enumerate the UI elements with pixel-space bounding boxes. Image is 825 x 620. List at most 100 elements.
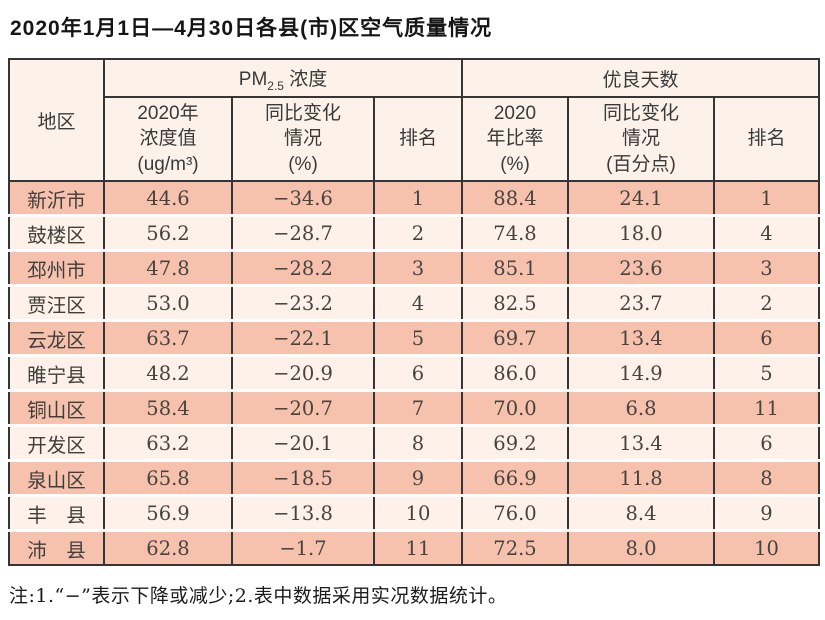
col-header-good-ratio: 2020 年比率 (%) (461, 96, 569, 182)
pm-change-cell: −1.7 (231, 529, 375, 565)
good-change-cell: 18.0 (567, 214, 715, 251)
air-quality-table: 地区 PM2.5 浓度 优良天数 2020年 浓度值 (ug/m³) 同比变化 … (8, 58, 821, 566)
pm-rank-cell: 4 (373, 284, 463, 321)
good-rank-cell: 3 (712, 249, 821, 286)
region-cell: 睢宁县 (8, 354, 105, 391)
good-rank-cell: 11 (712, 389, 821, 426)
good-rank-cell: 1 (712, 181, 821, 216)
pm-change-cell: −18.5 (231, 459, 375, 496)
pm-change-cell: −22.1 (231, 319, 375, 356)
pm-value-cell: 63.7 (103, 319, 233, 356)
good-ratio-cell: 76.0 (461, 494, 569, 531)
table-row: 铜山区 58.4 −20.7 7 70.0 6.8 11 (8, 389, 821, 426)
table-row: 丰 县 56.9 −13.8 10 76.0 8.4 9 (8, 494, 821, 531)
footnote: 注:1.“−”表示下降或减少;2.表中数据采用实况数据统计。 (9, 585, 508, 607)
good-change-cell: 8.4 (567, 494, 715, 531)
good-change-cell: 24.1 (567, 181, 715, 216)
pm-value-cell: 58.4 (103, 389, 233, 426)
col-header-good-change: 同比变化 情况 (百分点) (567, 96, 715, 182)
pm-change-cell: −23.2 (231, 284, 375, 321)
region-cell: 邳州市 (8, 249, 105, 286)
good-rank-cell: 6 (712, 319, 821, 356)
corner-header-region: 地区 (8, 58, 105, 182)
pm25-label-suffix: 浓度 (283, 68, 328, 90)
table-row: 睢宁县 48.2 −20.9 6 86.0 14.9 5 (8, 354, 821, 391)
good-rank-cell: 2 (712, 284, 821, 321)
region-cell: 新沂市 (8, 181, 105, 216)
pm-value-cell: 53.0 (103, 284, 233, 321)
pm-change-cell: −13.8 (231, 494, 375, 531)
pm-rank-cell: 9 (373, 459, 463, 496)
pm-rank-cell: 10 (373, 494, 463, 531)
table-body: 新沂市 44.6 −34.6 1 88.4 24.1 1 鼓楼区 56.2 −28.7 2 74.8 1… (8, 181, 821, 565)
good-ratio-cell: 88.4 (461, 181, 569, 216)
pm-rank-cell: 7 (373, 389, 463, 426)
good-ratio-cell: 86.0 (461, 354, 569, 391)
pm-value-cell: 62.8 (103, 529, 233, 565)
good-change-cell: 23.7 (567, 284, 715, 321)
pm-change-cell: −20.7 (231, 389, 375, 426)
good-ratio-cell: 72.5 (461, 529, 569, 565)
good-ratio-cell: 69.2 (461, 424, 569, 461)
table-row: 开发区 63.2 −20.1 8 69.2 13.4 6 (8, 424, 821, 461)
col-header-pm-value: 2020年 浓度值 (ug/m³) (103, 96, 233, 182)
pm-rank-cell: 8 (373, 424, 463, 461)
table-row: 沛 县 62.8 −1.7 11 72.5 8.0 10 (8, 529, 821, 565)
pm-change-cell: −20.1 (231, 424, 375, 461)
pm-rank-cell: 3 (373, 249, 463, 286)
table-row: 云龙区 63.7 −22.1 5 69.7 13.4 6 (8, 319, 821, 356)
sub-header-row: 2020年 浓度值 (ug/m³) 同比变化 情况 (%) 排名 2020 年比… (9, 96, 821, 182)
region-cell: 开发区 (8, 424, 105, 461)
good-ratio-cell: 69.7 (461, 319, 569, 356)
region-cell: 贾汪区 (8, 284, 105, 321)
pm-rank-cell: 6 (373, 354, 463, 391)
good-change-cell: 13.4 (567, 319, 715, 356)
table-row: 贾汪区 53.0 −23.2 4 82.5 23.7 2 (8, 284, 821, 321)
good-rank-cell: 10 (712, 529, 821, 565)
good-ratio-cell: 66.9 (461, 459, 569, 496)
good-days-group-header: 优良天数 (460, 58, 821, 98)
pm-value-cell: 47.8 (103, 249, 233, 286)
region-cell: 丰 县 (8, 494, 105, 531)
table-row: 邳州市 47.8 −28.2 3 85.1 23.6 3 (8, 249, 821, 286)
region-cell: 铜山区 (8, 389, 105, 426)
col-header-pm-rank: 排名 (373, 96, 463, 182)
good-ratio-cell: 85.1 (461, 249, 569, 286)
pm-value-cell: 63.2 (103, 424, 233, 461)
good-ratio-cell: 70.0 (461, 389, 569, 426)
region-cell: 泉山区 (8, 459, 105, 496)
pm-value-cell: 44.6 (103, 181, 233, 216)
good-rank-cell: 5 (712, 354, 821, 391)
good-change-cell: 8.0 (567, 529, 715, 565)
table-row: 鼓楼区 56.2 −28.7 2 74.8 18.0 4 (8, 214, 821, 251)
good-ratio-cell: 74.8 (461, 214, 569, 251)
good-change-cell: 6.8 (567, 389, 715, 426)
pm-rank-cell: 2 (373, 214, 463, 251)
pm25-group-header: PM2.5 浓度 (103, 58, 463, 98)
pm25-label-subscript: 2.5 (267, 78, 284, 93)
pm-value-cell: 56.9 (103, 494, 233, 531)
pm-change-cell: −28.7 (231, 214, 375, 251)
good-rank-cell: 6 (712, 424, 821, 461)
pm-value-cell: 56.2 (103, 214, 233, 251)
pm-change-cell: −34.6 (231, 181, 375, 216)
table-header: 地区 PM2.5 浓度 优良天数 2020年 浓度值 (ug/m³) 同比变化 … (8, 58, 821, 182)
col-header-good-rank: 排名 (712, 96, 821, 182)
pm-change-cell: −20.9 (231, 354, 375, 391)
good-rank-cell: 9 (712, 494, 821, 531)
pm-rank-cell: 11 (373, 529, 463, 565)
group-header-row: 地区 PM2.5 浓度 优良天数 (8, 58, 821, 182)
pm-value-cell: 48.2 (103, 354, 233, 391)
pm-value-cell: 65.8 (103, 459, 233, 496)
page-title: 2020年1月1日—4月30日各县(市)区空气质量情况 (10, 17, 493, 40)
good-rank-cell: 8 (712, 459, 821, 496)
good-change-cell: 11.8 (567, 459, 715, 496)
region-cell: 沛 县 (8, 529, 105, 565)
good-ratio-cell: 82.5 (461, 284, 569, 321)
good-change-cell: 14.9 (567, 354, 715, 391)
table-row: 新沂市 44.6 −34.6 1 88.4 24.1 1 (8, 181, 821, 216)
col-header-pm-change: 同比变化 情况 (%) (231, 96, 375, 182)
good-change-cell: 23.6 (567, 249, 715, 286)
region-cell: 鼓楼区 (8, 214, 105, 251)
